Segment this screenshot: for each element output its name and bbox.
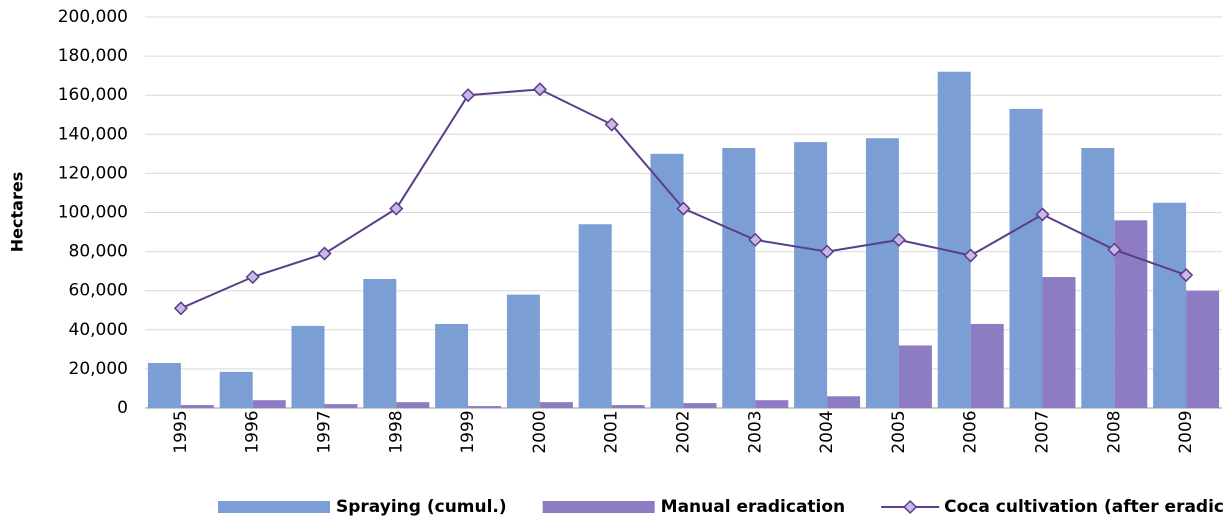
marker — [532, 82, 547, 97]
x-tick-label: 2004 — [817, 410, 837, 453]
y-tick-label: 20,000 — [69, 359, 128, 379]
bar — [898, 345, 932, 408]
legend-label: Coca cultivation (after eradication) — [944, 497, 1223, 517]
x-tick-label: 1996 — [243, 410, 263, 453]
y-tick-label: 140,000 — [58, 124, 128, 144]
bar — [827, 396, 861, 408]
bar — [722, 147, 756, 409]
bar — [611, 405, 645, 408]
y-tick-label: 60,000 — [69, 281, 128, 301]
bar — [324, 404, 358, 408]
bar — [1009, 108, 1043, 408]
bar — [363, 278, 397, 408]
x-tick-label: 1997 — [315, 410, 335, 453]
x-tick-label: 2005 — [889, 410, 909, 453]
bar — [435, 323, 469, 408]
bar — [650, 153, 684, 408]
bar — [506, 294, 540, 408]
marker — [1179, 267, 1194, 283]
bar — [396, 402, 430, 408]
x-tick-label: 2001 — [602, 410, 622, 453]
bar — [539, 402, 573, 408]
bar — [794, 142, 828, 408]
x-tick-label: 2002 — [674, 410, 694, 453]
marker — [173, 301, 188, 316]
bar — [1042, 277, 1076, 408]
marker — [1035, 207, 1050, 222]
y-tick-label: 80,000 — [69, 242, 128, 262]
x-tick-label: 2003 — [745, 410, 765, 453]
y-tick-label: 100,000 — [58, 203, 128, 223]
bar — [683, 403, 717, 408]
marker — [676, 201, 691, 216]
legend-label: Manual eradication — [661, 497, 845, 517]
legend-label: Spraying (cumul.) — [336, 497, 507, 517]
marker — [748, 232, 763, 247]
marker — [963, 248, 978, 263]
bar — [291, 325, 325, 408]
bar — [937, 71, 971, 409]
x-tick-label: 1999 — [458, 410, 478, 453]
bar — [219, 371, 253, 408]
bar — [755, 400, 789, 408]
bar — [865, 138, 899, 408]
bar — [468, 406, 502, 408]
y-tick-label: 40,000 — [69, 320, 128, 340]
x-tick-label: 2000 — [530, 410, 550, 453]
bar — [180, 405, 214, 408]
y-tick-label: 120,000 — [58, 163, 128, 183]
marker — [317, 246, 332, 261]
bar — [1153, 202, 1187, 408]
marker — [891, 232, 906, 247]
marker — [461, 88, 476, 103]
bar — [252, 400, 286, 408]
x-tick-label: 1998 — [386, 410, 406, 453]
bar — [578, 224, 612, 408]
bar — [1081, 147, 1115, 409]
legend-swatch — [542, 501, 655, 513]
bar — [1186, 290, 1220, 408]
legend-marker — [903, 499, 918, 515]
legend-swatch — [218, 501, 330, 513]
x-tick-label: 2006 — [961, 410, 981, 453]
marker — [1107, 242, 1122, 257]
marker — [604, 117, 619, 132]
y-tick-label: 200,000 — [58, 7, 128, 27]
y-tick-label: 160,000 — [58, 85, 128, 105]
marker — [820, 244, 835, 259]
marker — [389, 201, 404, 216]
y-tick-label: 0 — [117, 398, 128, 418]
y-axis-label: Hectares — [8, 172, 27, 252]
x-tick-label: 1995 — [171, 410, 191, 453]
bar — [147, 363, 181, 408]
bar — [970, 323, 1004, 408]
x-tick-label: 2007 — [1033, 410, 1053, 453]
x-tick-label: 2008 — [1104, 410, 1124, 453]
x-tick-label: 2009 — [1176, 410, 1196, 453]
marker — [245, 269, 260, 285]
y-tick-label: 180,000 — [58, 46, 128, 66]
